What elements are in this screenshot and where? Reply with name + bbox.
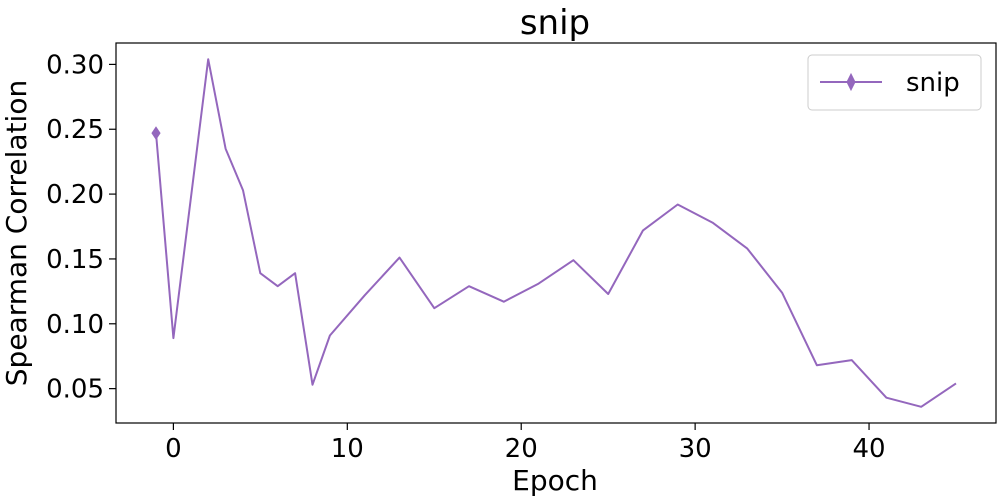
- y-tick-label: 0.20: [46, 180, 104, 210]
- series-line-snip: [155, 58, 957, 408]
- y-tick-label: 0.05: [46, 375, 104, 405]
- legend: snip: [807, 54, 982, 111]
- x-tick-label: 0: [165, 434, 182, 464]
- y-tick-label: 0.25: [46, 115, 104, 145]
- y-tick-label: 0.15: [46, 245, 104, 275]
- x-axis-ticks: 0 10 20 30 40: [165, 423, 886, 464]
- legend-box: [807, 54, 982, 111]
- x-tick-label: 10: [331, 434, 364, 464]
- y-tick-label: 0.10: [46, 310, 104, 340]
- plot-frame: [115, 42, 997, 424]
- x-tick-label: 20: [505, 434, 538, 464]
- plot-series: [151, 58, 957, 408]
- x-axis-label: Epoch: [512, 464, 598, 497]
- y-axis-label: Spearman Correlation: [0, 80, 33, 386]
- y-tick-label: 0.30: [46, 50, 104, 80]
- x-tick-label: 30: [679, 434, 712, 464]
- chart-title: snip: [520, 3, 590, 43]
- data-point-marker: [151, 126, 161, 141]
- y-axis-ticks: 0.05 0.10 0.15 0.20 0.25 0.30: [46, 50, 116, 405]
- x-tick-label: 40: [852, 434, 885, 464]
- legend-marker-sample: [846, 72, 856, 92]
- legend-label: snip: [906, 68, 960, 98]
